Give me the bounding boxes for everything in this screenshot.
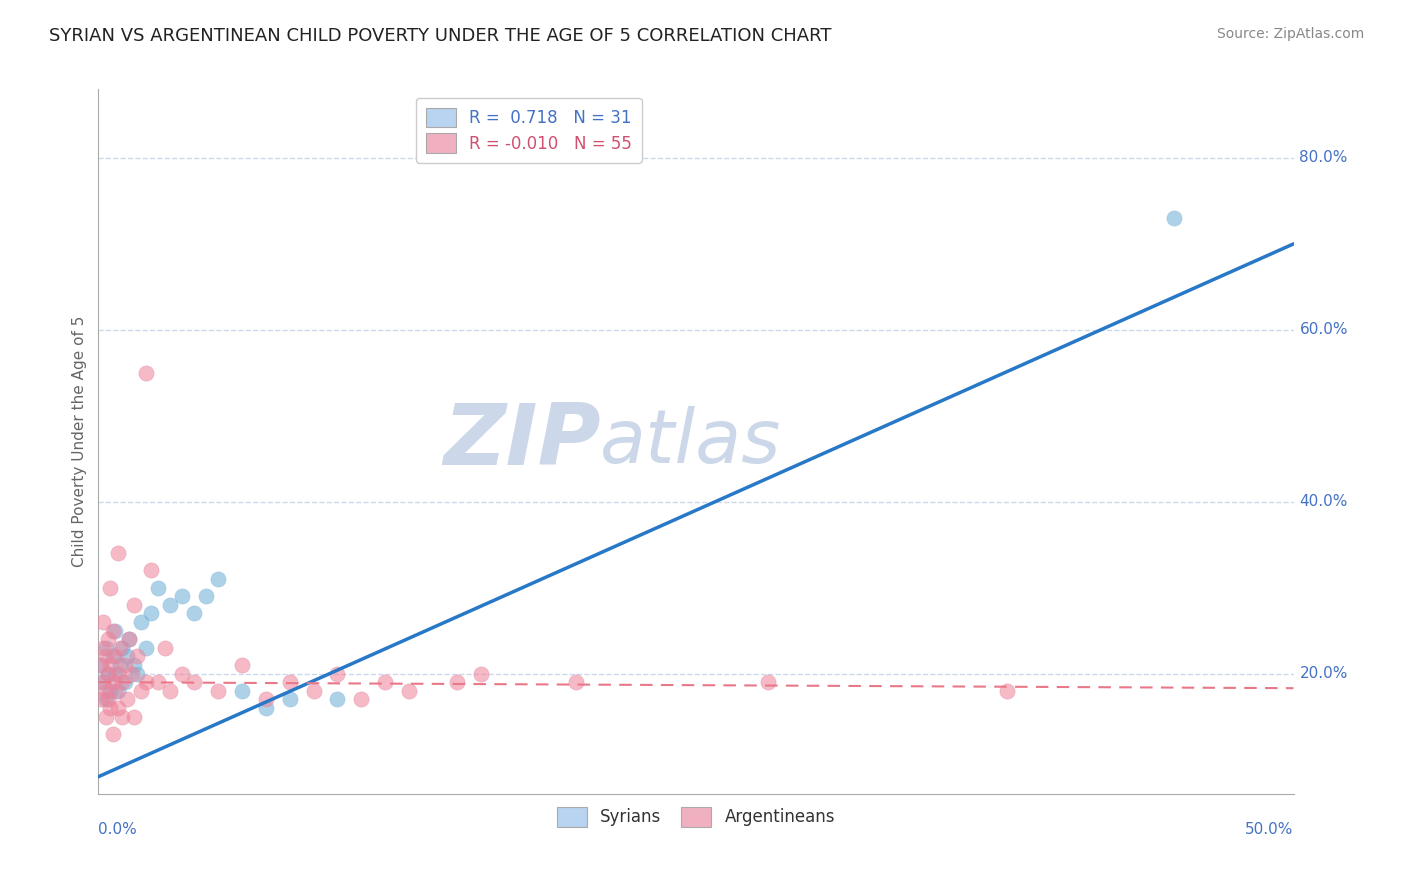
Point [101,649,124,664]
Point [121,666,143,681]
Point [131,683,153,698]
Point [97,666,120,681]
Point [94,640,117,655]
Point [254,692,277,706]
Point [135,366,157,380]
Point [98,581,122,595]
Point [98,657,122,672]
Point [172,589,194,603]
Point [107,701,129,715]
Point [139,564,162,578]
Text: 60.0%: 60.0% [1299,322,1348,337]
Point [124,657,146,672]
Point [231,683,253,698]
Point [124,709,146,723]
Point [470,666,492,681]
Point [124,598,146,612]
Point [111,640,134,655]
Point [398,683,420,698]
Point [98,701,122,715]
Text: 80.0%: 80.0% [1299,151,1348,165]
Y-axis label: Child Poverty Under the Age of 5: Child Poverty Under the Age of 5 [72,316,87,567]
Point [104,649,127,664]
Point [90,657,112,672]
Point [278,692,301,706]
Point [995,683,1018,698]
Point [254,701,277,715]
Point [207,683,229,698]
Point [148,675,170,690]
Point [91,615,114,629]
Point [104,624,127,638]
Point [101,675,124,690]
Text: SYRIAN VS ARGENTINEAN CHILD POVERTY UNDER THE AGE OF 5 CORRELATION CHART: SYRIAN VS ARGENTINEAN CHILD POVERTY UNDE… [49,27,832,45]
Point [302,683,325,698]
Point [90,692,112,706]
Point [159,598,181,612]
Point [135,640,157,655]
Point [135,675,157,690]
Point [94,683,117,698]
Point [115,649,138,664]
Point [104,683,127,698]
Point [107,666,129,681]
Point [195,589,218,603]
Point [101,727,124,741]
Point [207,572,229,586]
Point [91,675,114,690]
Point [97,692,120,706]
Point [159,683,181,698]
Point [107,683,129,698]
Point [91,640,114,655]
Text: atlas: atlas [600,406,782,477]
Point [131,615,153,629]
Point [139,607,162,621]
Point [756,675,779,690]
Point [278,675,301,690]
Point [183,675,205,690]
Point [155,640,177,655]
Point [183,607,205,621]
Point [111,709,134,723]
Point [114,675,136,690]
Text: 40.0%: 40.0% [1299,494,1348,509]
Point [326,692,349,706]
Text: Source: ZipAtlas.com: Source: ZipAtlas.com [1216,27,1364,41]
Point [565,675,588,690]
Point [231,657,253,672]
Text: 20.0%: 20.0% [1299,666,1348,681]
Point [97,666,120,681]
Point [115,692,138,706]
Point [111,675,134,690]
Point [118,632,141,647]
Point [148,581,170,595]
Point [90,657,112,672]
Point [118,632,141,647]
Point [446,675,468,690]
Point [101,624,124,638]
Text: 0.0%: 0.0% [98,822,138,837]
Point [104,666,127,681]
Text: 50.0%: 50.0% [1246,822,1294,837]
Point [91,675,114,690]
Text: ZIP: ZIP [443,400,600,483]
Point [108,657,131,672]
Point [1163,211,1185,226]
Point [108,640,131,655]
Point [125,666,148,681]
Point [114,657,136,672]
Point [172,666,194,681]
Point [94,709,117,723]
Point [94,692,117,706]
Point [94,649,117,664]
Point [97,632,120,647]
Point [326,666,349,681]
Point [125,649,148,664]
Point [374,675,396,690]
Legend: Syrians, Argentineans: Syrians, Argentineans [548,799,844,835]
Point [350,692,373,706]
Point [107,546,129,560]
Point [98,683,122,698]
